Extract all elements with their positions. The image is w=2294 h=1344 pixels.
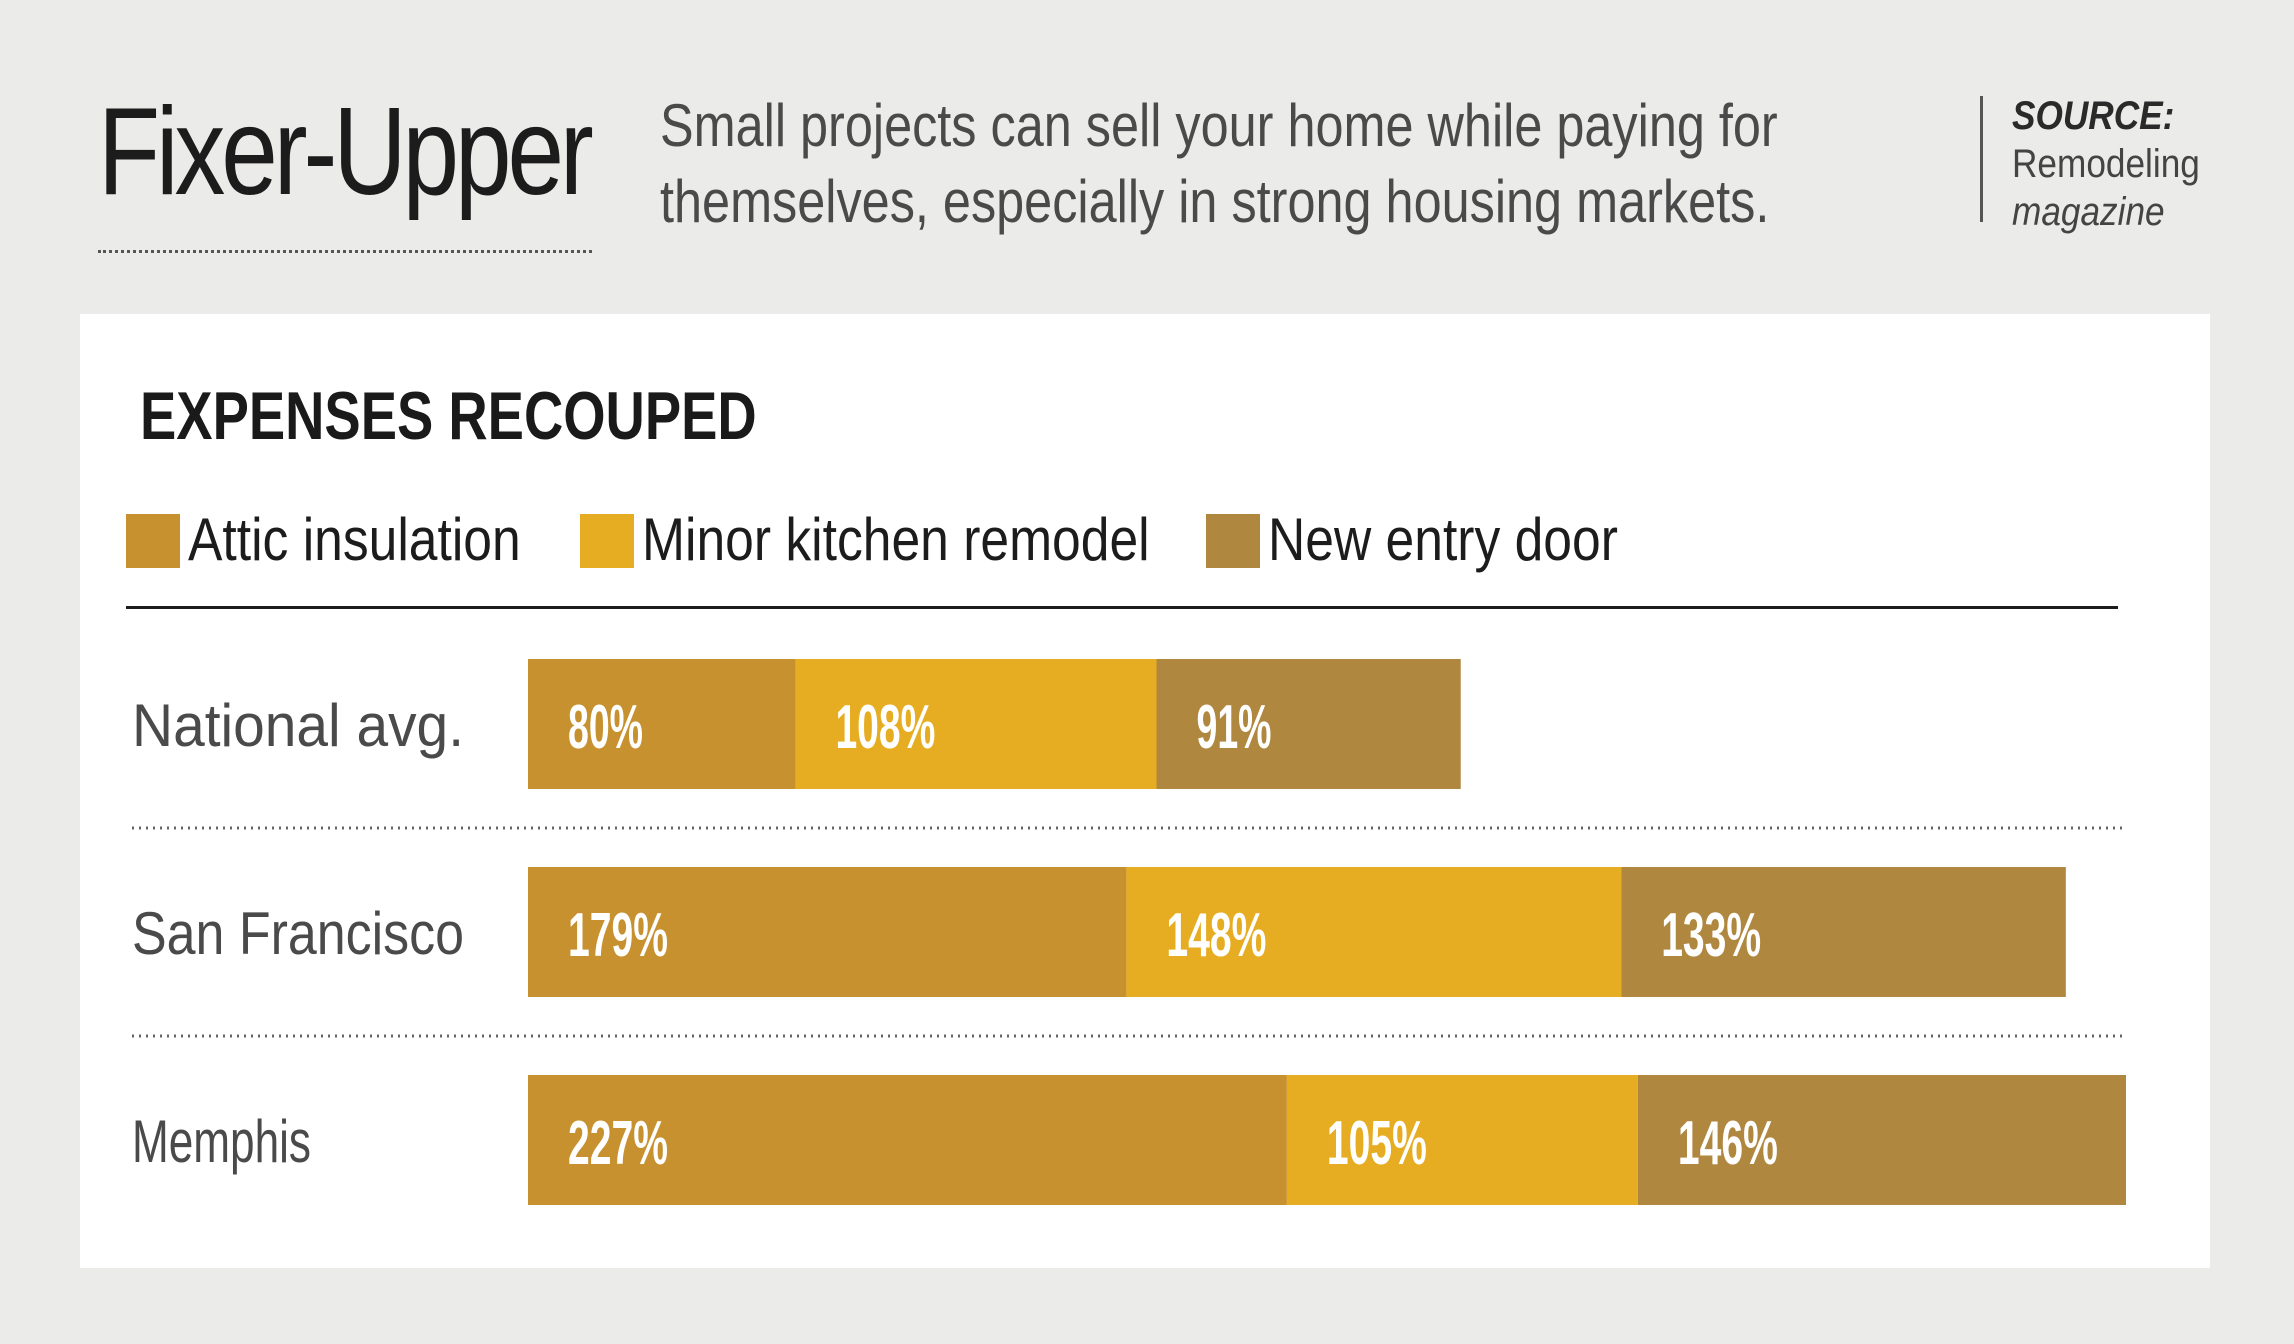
bar-memphis-minor-kitchen-remodel: [1286, 1075, 1638, 1205]
stacked-bar-chart: National avg. 80% 108% 91% San Francisco 179%…: [132, 659, 2126, 1205]
chart-title: EXPENSES RECOUPED: [140, 378, 757, 454]
bar-san-francisco-attic-insulation: [528, 867, 1127, 997]
bar-san-francisco-new-entry-door: [1621, 867, 2066, 997]
page-subtitle: Small projects can sell your home while …: [660, 88, 1778, 240]
legend-swatch-minor-kitchen-remodel: [580, 514, 634, 568]
category-label-national-avg: National avg.: [132, 692, 464, 759]
legend-swatch-attic-insulation: [126, 514, 180, 568]
data-label-san-francisco-attic-insulation: 179%: [568, 901, 668, 970]
header: Fixer-Upper Small projects can sell your…: [0, 0, 2294, 300]
bar-national-avg-attic-insulation: [528, 659, 796, 789]
page-title: Fixer-Upper: [98, 83, 594, 221]
legend-label-minor-kitchen-remodel: Minor kitchen remodel: [642, 506, 1150, 573]
title-divider: [98, 250, 592, 253]
source-label: SOURCE:: [2012, 94, 2175, 138]
legend-divider: [126, 606, 2118, 609]
data-label-memphis-minor-kitchen-remodel: 105%: [1327, 1109, 1427, 1178]
source-credit: SOURCE: Remodeling magazine: [2012, 92, 2200, 236]
source-name-line-1: Remodeling: [2012, 142, 2200, 186]
bar-memphis-attic-insulation: [528, 1075, 1287, 1205]
bar-national-avg-minor-kitchen-remodel: [795, 659, 1157, 789]
source-name-line-2: magazine: [2012, 190, 2165, 234]
legend-swatch-new-entry-door: [1206, 514, 1260, 568]
legend-label-attic-insulation: Attic insulation: [188, 506, 521, 573]
data-label-national-avg-attic-insulation: 80%: [568, 693, 643, 762]
category-label-san-francisco: San Francisco: [132, 900, 464, 967]
data-label-san-francisco-new-entry-door: 133%: [1661, 901, 1761, 970]
data-label-memphis-new-entry-door: 146%: [1678, 1109, 1778, 1178]
data-label-national-avg-new-entry-door: 91%: [1197, 693, 1272, 762]
data-label-memphis-attic-insulation: 227%: [568, 1109, 668, 1178]
chart-card: EXPENSES RECOUPED Attic insulation Minor…: [80, 314, 2210, 1268]
data-label-san-francisco-minor-kitchen-remodel: 148%: [1166, 901, 1266, 970]
data-label-national-avg-minor-kitchen-remodel: 108%: [835, 693, 935, 762]
bar-memphis-new-entry-door: [1637, 1075, 2126, 1205]
category-label-memphis: Memphis: [132, 1108, 311, 1175]
subtitle-line-2: themselves, especially in strong housing…: [660, 168, 1770, 235]
legend-label-new-entry-door: New entry door: [1268, 506, 1618, 573]
subtitle-line-1: Small projects can sell your home while …: [660, 92, 1778, 159]
chart-legend: Attic insulation Minor kitchen remodel N…: [126, 496, 2206, 586]
bar-san-francisco-minor-kitchen-remodel: [1126, 867, 1622, 997]
source-divider: [1980, 96, 1983, 222]
bar-national-avg-new-entry-door: [1156, 659, 1461, 789]
